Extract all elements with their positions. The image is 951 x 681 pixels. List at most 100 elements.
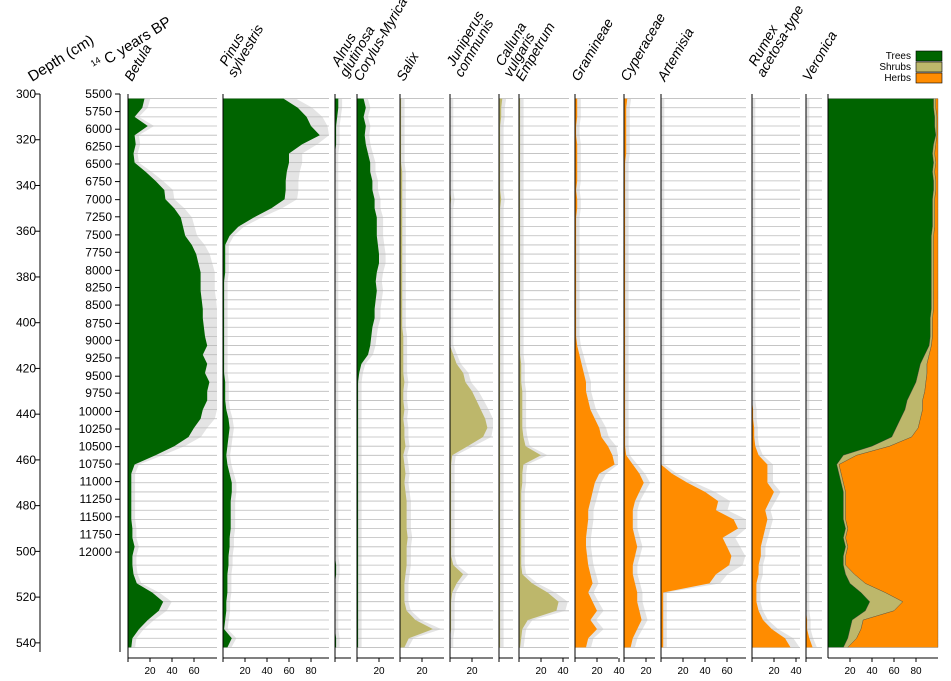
- depth-tick-label: 340: [16, 178, 36, 192]
- age-tick-label: 10250: [79, 422, 113, 436]
- panel-x-tick-label: 20: [768, 666, 780, 677]
- age-tick-label: 11250: [80, 492, 113, 506]
- depth-tick-label: 460: [16, 453, 36, 467]
- depth-tick-label: 320: [16, 133, 36, 147]
- taxon-curve-juniperus-communis: [450, 98, 488, 648]
- summary-x-tick-label: 60: [888, 666, 900, 677]
- depth-tick-label: 420: [16, 361, 36, 375]
- panel-x-tick-label: 40: [790, 666, 802, 677]
- panel-x-tick-label: 60: [721, 666, 733, 677]
- age-title-superscript: 14: [89, 55, 103, 69]
- panel-x-tick-label: 40: [613, 666, 625, 677]
- taxon-panel-veronica: [805, 94, 822, 662]
- age-tick-label: 5750: [85, 105, 112, 119]
- taxon-panel-rumex-acetosa-type: 20 40: [751, 94, 802, 677]
- age-tick-label: 6000: [85, 122, 112, 136]
- legend-label-trees: Trees: [886, 51, 911, 62]
- panel-x-tick-label: 40: [699, 666, 711, 677]
- taxon-panel-betula: 20 40 60: [127, 94, 217, 677]
- taxon-panel-salix: 20: [399, 94, 444, 677]
- taxon-curve-rumex-acetosa-type: [752, 98, 791, 648]
- taxon-curve-calluna-vulgaris: [499, 98, 503, 648]
- panel-x-tick-label: 20: [239, 666, 251, 677]
- panel-x-tick-label: 20: [416, 666, 428, 677]
- age-tick-label: 8250: [85, 280, 112, 294]
- depth-tick-label: 480: [16, 499, 36, 513]
- age-tick-label: 6250: [85, 139, 112, 153]
- summary-x-tick-label: 80: [910, 666, 922, 677]
- age-axis: 5500 5750 6000 6250 6500 6750 7000 7250 7500 7750…: [79, 87, 121, 652]
- summary-area-herbs: [838, 98, 939, 648]
- taxon-panel-alnus-glutinosa: [334, 94, 351, 662]
- taxon-curve-pinus-sylvestris: [223, 98, 320, 648]
- depth-tick-label: 380: [16, 270, 36, 284]
- taxon-curve-betula: [128, 98, 210, 648]
- depth-axis: 300 320 340 360 380 400 420 440 460 480 500 520 540: [16, 87, 41, 652]
- depth-tick-label: 360: [16, 224, 36, 238]
- depth-axis-title: Depth (cm): [25, 32, 97, 86]
- age-tick-label: 6500: [85, 157, 112, 171]
- summary-x-tick-label: 40: [866, 666, 878, 677]
- age-tick-label: 8500: [85, 298, 112, 312]
- legend-label-herbs: Herbs: [884, 73, 911, 84]
- panel-x-tick-label: 40: [557, 666, 569, 677]
- summary-panel: 20 40 60 80: [827, 94, 939, 677]
- taxon-panel-artemisia: 20 40 60: [660, 94, 746, 677]
- age-tick-label: 10500: [79, 440, 113, 454]
- depth-tick-label: 400: [16, 316, 36, 330]
- panel-x-tick-label: 20: [535, 666, 547, 677]
- panel-x-tick-label: 80: [305, 666, 317, 677]
- age-tick-label: 11500: [80, 510, 113, 524]
- taxon-name-artemisia: Artemisia: [653, 25, 697, 85]
- age-tick-label: 9250: [85, 351, 112, 365]
- age-tick-label: 9000: [85, 333, 112, 347]
- panel-x-tick-label: 20: [591, 666, 603, 677]
- taxon-panel-corylus-myrica: 20: [356, 94, 394, 677]
- taxon-name-gramineae: Gramineae: [568, 15, 617, 83]
- depth-tick-label: 440: [16, 407, 36, 421]
- depth-tick-label: 500: [16, 544, 36, 558]
- taxon-curve-cyperaceae: [624, 98, 644, 648]
- panel-x-tick-label: 20: [677, 666, 689, 677]
- depth-tick-label: 300: [16, 87, 36, 101]
- panel-x-tick-label: 60: [283, 666, 295, 677]
- age-tick-label: 7750: [85, 245, 112, 259]
- taxon-name-salix: Salix: [393, 48, 423, 83]
- panel-x-tick-label: 40: [261, 666, 273, 677]
- taxon-name-veronica: Veronica: [799, 28, 840, 84]
- age-tick-label: 9500: [85, 369, 112, 383]
- taxon-curve-empetrum: [519, 98, 559, 648]
- depth-tick-label: 520: [16, 590, 36, 604]
- age-tick-label: 7250: [85, 210, 112, 224]
- taxon-panel-gramineae: 20 40: [574, 94, 625, 677]
- age-tick-label: 5500: [85, 87, 112, 101]
- age-tick-label: 8000: [85, 263, 112, 277]
- legend-swatch-shrubs: [915, 61, 943, 73]
- age-tick-label: 12000: [79, 545, 113, 559]
- taxon-panel-empetrum: 20 40: [518, 94, 569, 677]
- age-tick-label: 7000: [85, 193, 112, 207]
- legend-swatch-trees: [915, 50, 943, 62]
- taxon-curve-salix: [400, 98, 433, 648]
- age-tick-label: 6750: [85, 175, 112, 189]
- taxon-panel-cyperaceae: 20: [623, 94, 655, 677]
- age-tick-label: 10750: [79, 457, 113, 471]
- age-tick-label: 7500: [85, 228, 112, 242]
- taxon-curve-artemisia: [661, 98, 738, 648]
- taxon-panel-juniperus-communis: 20: [449, 94, 493, 677]
- panel-x-tick-label: 20: [144, 666, 156, 677]
- taxon-curve-corylus-myrica: [357, 98, 379, 648]
- age-tick-label: 11750: [80, 527, 113, 541]
- summary-x-tick-label: 20: [844, 666, 856, 677]
- age-tick-label: 9750: [85, 386, 112, 400]
- panel-x-tick-label: 20: [373, 666, 385, 677]
- age-tick-label: 11000: [80, 475, 113, 489]
- panel-x-tick-label: 40: [166, 666, 178, 677]
- age-tick-label: 8750: [85, 316, 112, 330]
- age-tick-label: 10000: [79, 404, 113, 418]
- taxon-panels: 20 40 60 20 40 60 80 20 20 20 20 40 20 40 20 20 40 60 20 40: [127, 94, 822, 677]
- taxon-panel-calluna-vulgaris: [498, 94, 513, 662]
- taxon-curve-gramineae: [575, 98, 615, 648]
